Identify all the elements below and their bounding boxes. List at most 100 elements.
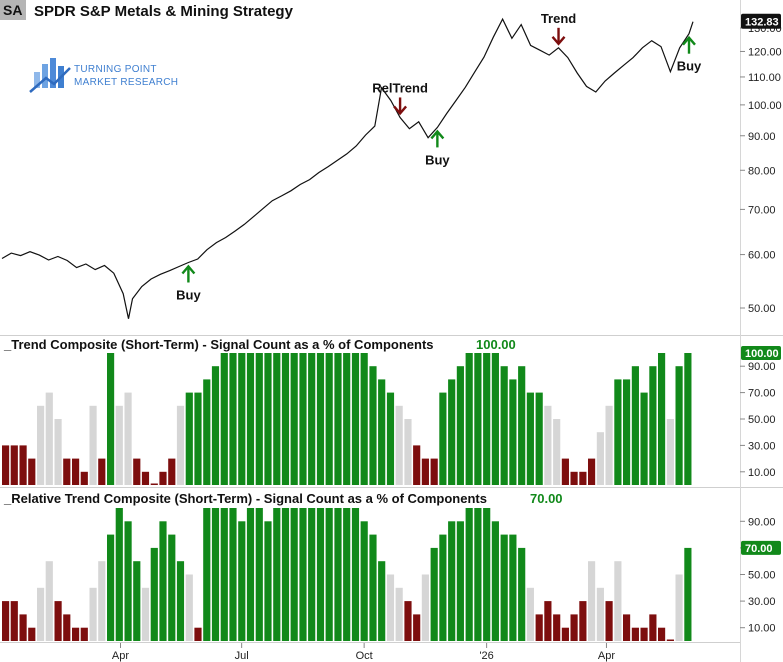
trend-composite-bar (159, 471, 167, 485)
relative-trend-bar (72, 627, 80, 641)
relative-trend-bar (2, 601, 10, 641)
relative-trend-bar (220, 508, 228, 641)
relative-trend-bar (474, 508, 482, 641)
signal-label: Trend (541, 11, 576, 26)
trend-composite-bar (448, 379, 456, 485)
relative-trend-bar (115, 508, 123, 641)
trend-composite-bar (299, 353, 307, 485)
trend-composite-bar (474, 353, 482, 485)
relative-trend-bar (229, 508, 237, 641)
trend-composite-bar (325, 353, 333, 485)
trend-composite-bar (588, 458, 596, 485)
relative-trend-bar (509, 534, 517, 641)
signal-buy: Buy (677, 35, 702, 74)
up-arrow-head-icon (181, 264, 196, 275)
relative-trend-bar (439, 534, 447, 641)
trend-composite-bar (491, 353, 499, 485)
logo-line-1: TURNING POINT (74, 64, 157, 75)
price-tick-label: 60.00 (748, 250, 776, 262)
up-arrow-head-icon (682, 35, 696, 46)
relative-trend-bar (561, 627, 569, 641)
relative-trend-bar (185, 574, 193, 641)
relative-trend-bar (325, 508, 333, 641)
trend-composite-bar (246, 353, 255, 485)
relative-trend-bar (150, 547, 158, 641)
signal-label: Buy (677, 59, 702, 74)
relative-trend-bar (124, 521, 132, 641)
relative-trend-bar (570, 614, 578, 641)
relative-trend-bar (343, 508, 351, 641)
price-tick-label: 90.00 (748, 131, 776, 143)
trend-composite-bar (535, 392, 543, 485)
down-arrow-head-icon (551, 36, 566, 46)
trend-composite-bar (395, 405, 403, 485)
trend-composite-last-value: 100.00 (745, 348, 779, 360)
relative-trend-bar (404, 601, 412, 641)
relative-trend-bar (360, 521, 368, 641)
trend-composite-bar (2, 445, 10, 485)
trend-composite-bar (89, 405, 97, 485)
relative-trend-value: 70.00 (530, 491, 563, 506)
trend-composite-bar (675, 366, 683, 485)
relative-trend-tick-label: 30.00 (748, 596, 776, 608)
price-tick-label: 120.00 (748, 46, 782, 58)
relative-trend-bar (168, 534, 176, 641)
x-tick-label: Oct (356, 650, 373, 662)
relative-trend-bar (238, 521, 246, 641)
price-tick-label: 110.00 (748, 72, 781, 84)
trend-composite-bar (640, 392, 648, 485)
trend-composite-bar (509, 379, 517, 485)
trend-composite-bar (290, 353, 298, 485)
trend-composite-y-axis: 90.00 70.00 50.00 30.00 10.00 100.00 (740, 346, 781, 479)
relative-trend-bar (89, 587, 97, 641)
trend-composite-bar (273, 353, 281, 485)
relative-trend-bar (658, 627, 666, 641)
x-axis: Apr Jul Oct '26 Apr (0, 642, 740, 662)
relative-trend-bar (194, 627, 202, 641)
relative-trend-bar (141, 587, 150, 641)
down-arrow-head-icon (393, 105, 408, 116)
trend-composite-last-value-badge (741, 346, 781, 360)
trend-composite-bar (133, 458, 141, 485)
signal-label: RelTrend (372, 80, 428, 95)
price-last-value: 132.83 (745, 17, 779, 29)
price-tick-label: 100.00 (748, 100, 782, 112)
price-tick-label: 80.00 (748, 165, 776, 177)
trend-composite-bars (2, 353, 692, 485)
trend-composite-bar (316, 353, 325, 485)
relative-trend-bar (448, 521, 456, 641)
trend-composite-bar (229, 353, 237, 485)
trend-composite-tick-label: 30.00 (748, 440, 776, 452)
relative-trend-bar (80, 627, 88, 641)
x-tick-label: Apr (598, 650, 615, 662)
relative-trend-bar (28, 627, 36, 641)
trend-composite-bar (666, 419, 674, 485)
trend-composite-bar (150, 483, 158, 485)
trend-composite-title: _Trend Composite (Short-Term) - Signal C… (3, 337, 434, 352)
relative-trend-bar (281, 508, 290, 641)
relative-trend-bar (553, 614, 561, 641)
signal-trend: Trend (541, 11, 576, 46)
price-panel: 130.00120.00110.00100.0090.0080.0070.006… (1, 11, 782, 319)
trend-composite-bar (658, 353, 666, 485)
relative-trend-bar (299, 508, 307, 641)
relative-trend-bar (684, 547, 692, 641)
relative-trend-bar (290, 508, 298, 641)
trend-composite-value: 100.00 (476, 337, 516, 352)
trend-composite-bar (614, 379, 622, 485)
price-tick-label: 70.00 (748, 204, 776, 216)
trend-composite-bar (238, 353, 246, 485)
trend-composite-bar (220, 353, 228, 485)
price-y-axis: 130.00120.00110.00100.0090.0080.0070.006… (740, 13, 782, 315)
x-tick-label: Apr (112, 650, 129, 662)
relative-trend-bar (623, 614, 631, 641)
trend-composite-bar (351, 353, 360, 485)
ticker-symbol: SA (3, 2, 22, 18)
trend-composite-bar (98, 458, 106, 485)
trend-composite-bar (80, 471, 88, 485)
relative-trend-bar (107, 534, 115, 641)
signal-label: Buy (176, 287, 201, 302)
relative-trend-bar (413, 614, 421, 641)
trend-composite-bar (203, 379, 211, 485)
